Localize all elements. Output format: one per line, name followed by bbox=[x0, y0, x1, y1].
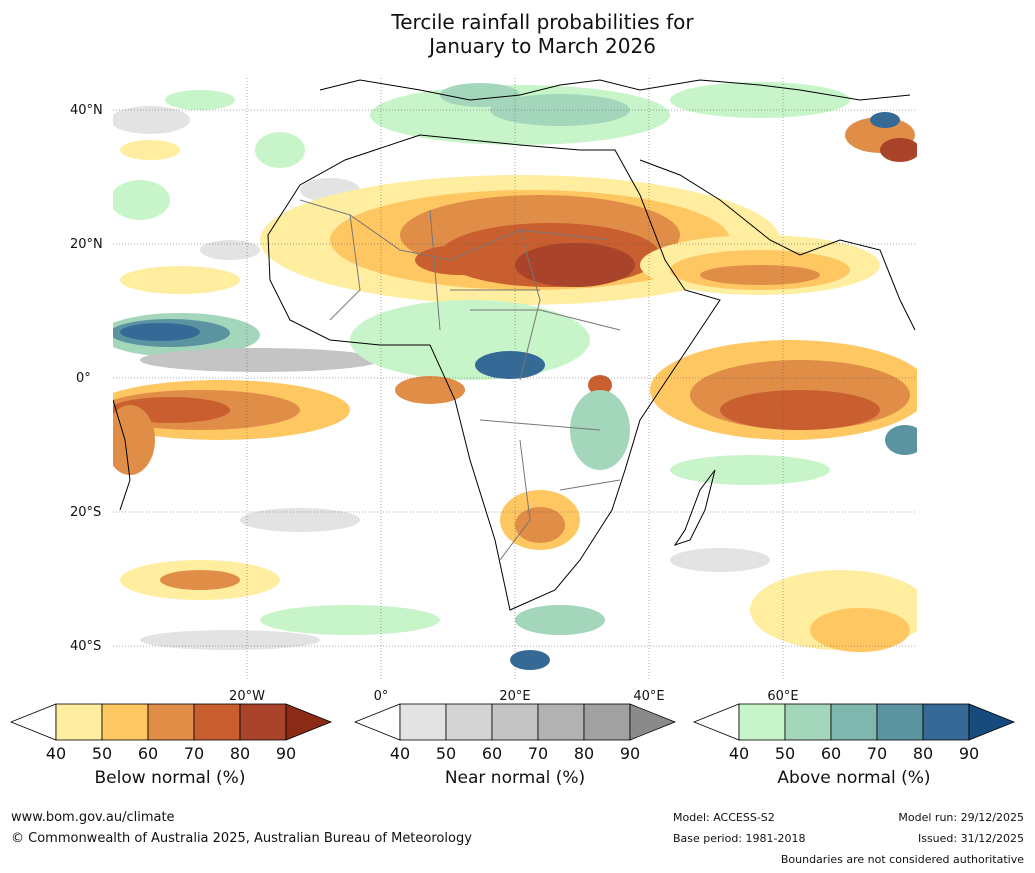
colorbar-segment bbox=[101, 703, 149, 741]
lon-label-20e: 20°E bbox=[499, 689, 531, 704]
country-borders bbox=[299, 199, 621, 561]
colorbar-tick-label: 60 bbox=[481, 744, 503, 763]
colorbar-tick-label: 60 bbox=[820, 744, 842, 763]
colorbar-tick-label: 90 bbox=[619, 744, 641, 763]
footer-copyright: © Commonwealth of Australia 2025, Austra… bbox=[11, 831, 472, 846]
colorbar-tick-label: 70 bbox=[183, 744, 205, 763]
colorbar-segment bbox=[922, 703, 970, 741]
above-normal-colorbar bbox=[692, 703, 1016, 741]
colorbar-tick-label: 80 bbox=[912, 744, 934, 763]
footer-disclaimer: Boundaries are not considered authoritat… bbox=[780, 853, 1024, 866]
colorbar-segment bbox=[55, 703, 103, 741]
colorbar-high-extend bbox=[629, 703, 677, 741]
map-title: Tercile rainfall probabilities for Janua… bbox=[0, 10, 1035, 58]
colorbar-segment bbox=[193, 703, 241, 741]
footer-url: www.bom.gov.au/climate bbox=[11, 810, 175, 825]
colorbar-tick-label: 80 bbox=[573, 744, 595, 763]
lon-label-0: 0° bbox=[373, 689, 389, 704]
colorbar-tick-label: 70 bbox=[866, 744, 888, 763]
colorbar-tick-label: 90 bbox=[275, 744, 297, 763]
colorbar-segment bbox=[445, 703, 493, 741]
colorbar-tick-label: 40 bbox=[389, 744, 411, 763]
colorbar-tick-label: 40 bbox=[45, 744, 67, 763]
colorbar-tick-label: 50 bbox=[435, 744, 457, 763]
lon-label-60e: 60°E bbox=[767, 689, 799, 704]
lon-label-20w: 20°W bbox=[229, 689, 265, 704]
footer-model: Model: ACCESS-S2 bbox=[673, 811, 775, 824]
near-normal-colorbar bbox=[353, 703, 677, 741]
colorbar-segment bbox=[738, 703, 786, 741]
colorbar-tick-label: 70 bbox=[527, 744, 549, 763]
colorbar-tick-label: 90 bbox=[958, 744, 980, 763]
colorbar-tick-label: 60 bbox=[137, 744, 159, 763]
probability-shading bbox=[113, 82, 917, 670]
title-line-2: January to March 2026 bbox=[429, 34, 656, 58]
above-normal-label: Above normal (%) bbox=[777, 768, 931, 788]
colorbar-low-extend bbox=[692, 703, 740, 741]
colorbar-segment bbox=[784, 703, 832, 741]
colorbar-segment bbox=[583, 703, 631, 741]
colorbar-segment bbox=[876, 703, 924, 741]
footer-issued: Issued: 31/12/2025 bbox=[917, 832, 1024, 845]
colorbar-low-extend bbox=[9, 703, 57, 741]
lat-label-40n: 40°N bbox=[70, 103, 103, 118]
below-normal-label: Below normal (%) bbox=[94, 768, 246, 788]
footer-model-run: Model run: 29/12/2025 bbox=[898, 811, 1024, 824]
lat-label-40s: 40°S bbox=[70, 639, 102, 654]
colorbar-segment bbox=[537, 703, 585, 741]
colorbar-tick-label: 80 bbox=[229, 744, 251, 763]
colorbar-low-extend bbox=[353, 703, 401, 741]
graticule bbox=[113, 78, 917, 681]
lat-label-20n: 20°N bbox=[70, 237, 103, 252]
near-normal-label: Near normal (%) bbox=[444, 768, 586, 788]
colorbar-high-extend bbox=[285, 703, 333, 741]
colorbar-high-extend bbox=[968, 703, 1016, 741]
colorbar-segment bbox=[399, 703, 447, 741]
lon-label-40e: 40°E bbox=[633, 689, 665, 704]
lat-label-20s: 20°S bbox=[70, 505, 102, 520]
below-normal-colorbar bbox=[9, 703, 333, 741]
colorbar-segment bbox=[147, 703, 195, 741]
lat-label-0: 0° bbox=[76, 371, 91, 386]
colorbar-tick-label: 40 bbox=[728, 744, 750, 763]
colorbar-segment bbox=[239, 703, 287, 741]
title-line-1: Tercile rainfall probabilities for bbox=[391, 10, 694, 34]
colorbar-tick-label: 50 bbox=[774, 744, 796, 763]
colorbar-segment bbox=[830, 703, 878, 741]
colorbar-segment bbox=[491, 703, 539, 741]
colorbar-tick-label: 50 bbox=[91, 744, 113, 763]
coastlines bbox=[113, 79, 916, 611]
footer-base-period: Base period: 1981-2018 bbox=[673, 832, 806, 845]
